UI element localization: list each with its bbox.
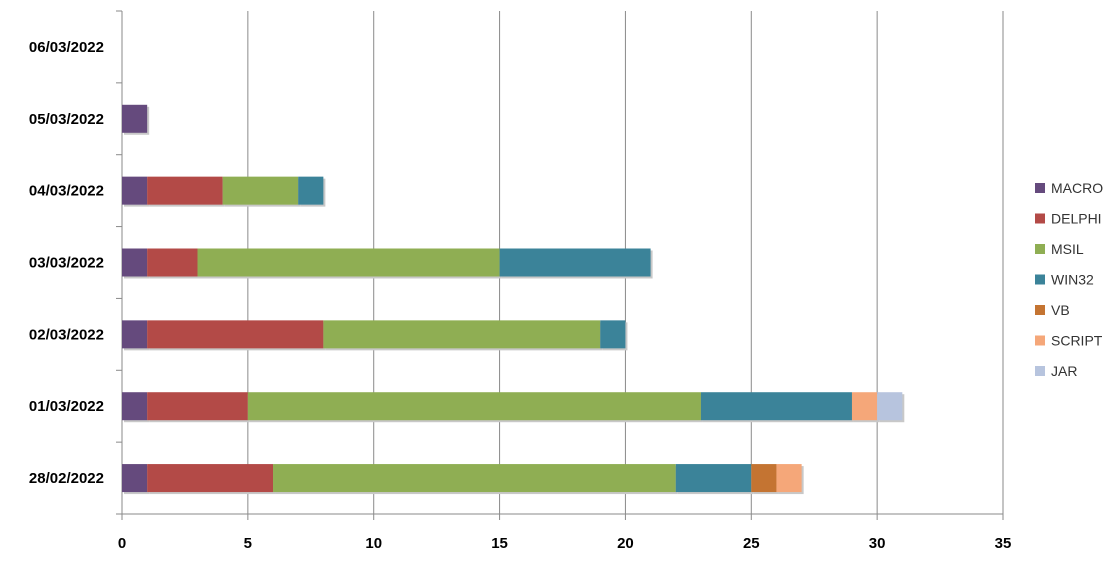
category-label: 28/02/2022 xyxy=(29,470,104,487)
x-tick-label: 25 xyxy=(743,535,760,552)
bar-script-28/02/2022 xyxy=(776,464,802,493)
legend-label-win32: WIN32 xyxy=(1051,272,1094,288)
bar-macro-02/03/2022 xyxy=(122,320,148,349)
bar-script-01/03/2022 xyxy=(851,392,878,421)
legend-label-script: SCRIPT xyxy=(1051,333,1103,349)
bar-delphi-02/03/2022 xyxy=(147,320,324,349)
legend-swatch-win32 xyxy=(1035,274,1045,285)
legend-swatch-script xyxy=(1035,335,1045,346)
category-label: 03/03/2022 xyxy=(29,255,104,272)
bar-win32-01/03/2022 xyxy=(700,392,852,421)
legend-swatch-msil xyxy=(1035,244,1045,254)
bar-msil-03/03/2022 xyxy=(197,248,500,277)
bar-macro-04/03/2022 xyxy=(122,176,148,205)
x-tick-labels: 0 5 10 15 20 25 30 35 xyxy=(118,535,1012,552)
bar-msil-02/03/2022 xyxy=(323,320,601,349)
bar-msil-01/03/2022 xyxy=(247,392,701,421)
bars xyxy=(122,104,905,495)
legend-swatch-delphi xyxy=(1035,213,1045,224)
legend-label-jar: JAR xyxy=(1051,363,1077,379)
category-label: 06/03/2022 xyxy=(29,39,104,56)
x-tick-label: 35 xyxy=(995,535,1012,552)
bar-win32-02/03/2022 xyxy=(600,320,626,349)
bar-macro-28/02/2022 xyxy=(122,464,148,493)
legend-swatch-jar xyxy=(1035,366,1045,376)
category-label: 02/03/2022 xyxy=(29,326,104,343)
legend-swatch-macro xyxy=(1035,183,1045,193)
x-tick-label: 10 xyxy=(365,535,382,552)
bar-jar-01/03/2022 xyxy=(877,392,903,421)
legend-swatch-vb xyxy=(1035,305,1045,315)
x-tick-label: 5 xyxy=(244,535,252,552)
legend-label-delphi: DELPHI xyxy=(1051,211,1102,227)
x-tick-label: 30 xyxy=(869,535,886,552)
bar-msil-04/03/2022 xyxy=(222,176,299,205)
bar-win32-28/02/2022 xyxy=(675,464,752,493)
bar-macro-03/03/2022 xyxy=(122,248,148,277)
bar-macro-05/03/2022 xyxy=(122,104,148,133)
x-tick-label: 0 xyxy=(118,535,126,552)
legend-label-msil: MSIL xyxy=(1051,241,1084,257)
bar-vb-28/02/2022 xyxy=(751,464,777,493)
bar-macro-01/03/2022 xyxy=(122,392,148,421)
bar-delphi-01/03/2022 xyxy=(147,392,248,421)
category-label: 01/03/2022 xyxy=(29,398,104,415)
bar-delphi-28/02/2022 xyxy=(147,464,274,493)
category-label: 04/03/2022 xyxy=(29,183,104,200)
x-tick-label: 15 xyxy=(491,535,508,552)
category-labels: 06/03/2022 05/03/2022 04/03/2022 03/03/2022… xyxy=(29,39,104,487)
bar-win32-03/03/2022 xyxy=(499,248,651,277)
legend: MACRO DELPHI MSIL WIN32 VB SCRIPT JAR xyxy=(1035,180,1103,379)
bar-delphi-03/03/2022 xyxy=(147,248,198,277)
bar-delphi-04/03/2022 xyxy=(147,176,223,205)
category-label: 05/03/2022 xyxy=(29,111,104,128)
x-tick-label: 20 xyxy=(617,535,634,552)
bar-win32-04/03/2022 xyxy=(298,176,324,205)
bar-msil-28/02/2022 xyxy=(273,464,676,493)
legend-label-vb: VB xyxy=(1051,302,1070,318)
legend-label-macro: MACRO xyxy=(1051,180,1103,196)
